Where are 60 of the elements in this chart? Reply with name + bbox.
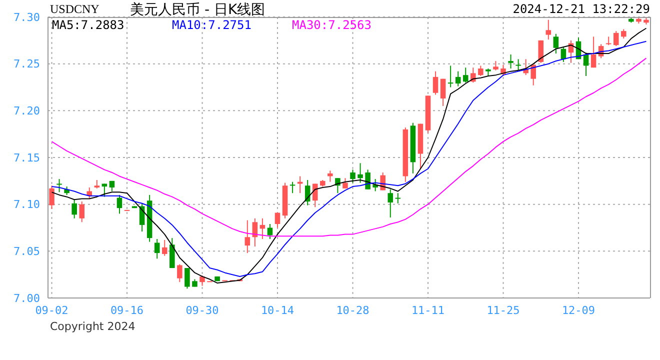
candlestick [493, 60, 498, 71]
candlestick [328, 170, 333, 182]
text: 2024-12-21 13:22:29 [512, 2, 650, 16]
candlestick [388, 188, 394, 218]
candlestick [162, 239, 168, 256]
candlestick [244, 220, 250, 254]
candlestick [546, 19, 552, 40]
candlestick [395, 192, 401, 204]
y-tick-label: 7.15 [14, 151, 40, 164]
x-tick-label: 11-25 [486, 304, 520, 317]
candlestick [79, 201, 84, 223]
x-tick-label: 11-11 [411, 304, 445, 317]
candlestick [170, 238, 175, 269]
x-tick-label: 09-30 [186, 304, 219, 317]
y-tick-label: 7.05 [14, 245, 40, 258]
candlestick [590, 36, 596, 68]
candlestick [116, 194, 122, 214]
candlestick [200, 275, 205, 286]
candlestick [553, 33, 559, 54]
line-series [51, 58, 647, 237]
candlestick [478, 65, 484, 77]
candlestick [72, 199, 77, 219]
candlestick [49, 185, 54, 210]
candlestick [102, 183, 108, 198]
candlestick [290, 181, 296, 194]
candlestick [177, 264, 182, 283]
candlestick [350, 169, 356, 184]
candlestick [508, 54, 514, 70]
y-tick-label: 7.20 [14, 104, 40, 118]
y-tick-label: 7.10 [14, 198, 40, 212]
text: USDCNY [50, 2, 100, 17]
y-tick-label: 7.25 [14, 58, 40, 71]
text: MA5:7.2883 [52, 18, 126, 32]
candlestick [613, 30, 619, 47]
candlestick [184, 268, 190, 290]
candlestick [342, 178, 348, 189]
text: Copyright 2024 [50, 320, 136, 333]
x-tick-label: 10-28 [336, 304, 370, 317]
candlestick [440, 78, 446, 106]
candlestick [56, 178, 62, 193]
candlestick [154, 238, 160, 260]
candlestick [312, 183, 318, 208]
candlestick [470, 67, 476, 84]
candlestick [455, 70, 461, 87]
candlestick [432, 70, 438, 96]
text: MA10:7.2751 [172, 18, 252, 32]
x-tick-label: 12-09 [562, 304, 596, 317]
text: MA30:7.2563 [292, 18, 372, 32]
candlestick [358, 162, 363, 184]
candlestick [462, 67, 468, 84]
y-tick-label: 7.00 [14, 292, 40, 305]
x-tick-label: 09-02 [35, 304, 68, 317]
candlestick [274, 212, 280, 228]
x-tick-label: 10-14 [260, 304, 294, 317]
candlestick [448, 65, 454, 88]
y-tick-label: 7.30 [14, 10, 40, 24]
x-tick-label: 09-16 [110, 304, 144, 317]
candlestick [621, 28, 626, 40]
candlestick [516, 58, 521, 71]
chart-title: 美元人民币 - 日K线图 [130, 1, 266, 19]
